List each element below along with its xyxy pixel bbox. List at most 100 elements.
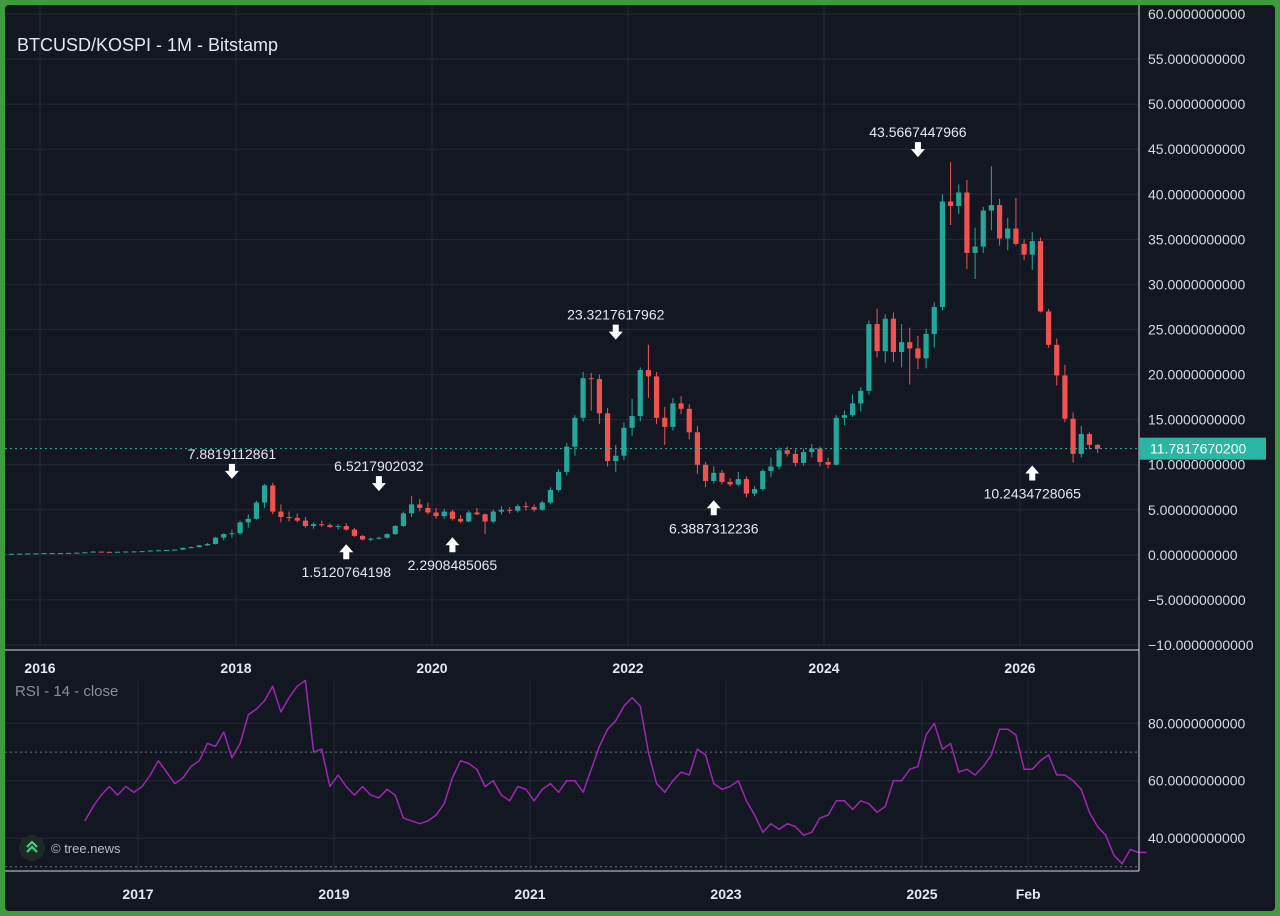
- up-arrow-icon: [445, 537, 460, 553]
- candle: [490, 511, 496, 522]
- candle: [531, 507, 537, 510]
- rsi-x-tick-label: Feb: [1016, 886, 1041, 902]
- rsi-y-tick-label: 40.0000000000: [1148, 830, 1246, 846]
- candle: [637, 370, 643, 417]
- rsi-x-tick-label: 2017: [122, 886, 153, 902]
- down-arrow-icon: [910, 142, 925, 158]
- candle: [343, 526, 349, 530]
- rsi-x-tick-label: 2023: [710, 886, 741, 902]
- candle: [196, 545, 202, 548]
- candle: [253, 502, 260, 519]
- high-marker: 23.3217617962: [567, 307, 665, 340]
- last-price-badge: [1139, 437, 1266, 460]
- candle: [286, 516, 292, 518]
- candle: [1054, 344, 1060, 376]
- candle: [1029, 241, 1035, 255]
- candle: [629, 416, 635, 428]
- candle: [555, 471, 562, 490]
- y-tick-label: 30.0000000000: [1148, 276, 1246, 292]
- up-arrow-icon: [1025, 465, 1040, 481]
- candle: [457, 518, 464, 522]
- candle: [25, 553, 31, 555]
- y-tick-label: 15.0000000000: [1148, 412, 1246, 428]
- y-tick-label: 25.0000000000: [1148, 322, 1246, 338]
- y-tick-label: 45.0000000000: [1148, 141, 1246, 157]
- chart-canvas[interactable]: 7.8819112861 1.5120764198 6.5217902032 2.29…: [5, 5, 1275, 911]
- candle: [482, 514, 488, 522]
- x-tick-label: 2016: [24, 660, 55, 676]
- candle: [359, 535, 366, 540]
- candle: [719, 472, 725, 482]
- rsi-series: [84, 679, 1147, 865]
- x-tick-label: 2022: [612, 660, 643, 676]
- candle: [131, 551, 137, 553]
- candle: [727, 481, 733, 485]
- candle: [65, 552, 72, 554]
- candle: [302, 520, 309, 527]
- candle: [792, 453, 799, 463]
- candle: [16, 553, 23, 555]
- y-tick-label: 40.0000000000: [1148, 186, 1246, 202]
- candle: [278, 511, 284, 517]
- rsi-x-tick-label: 2025: [906, 886, 937, 902]
- candle: [515, 506, 521, 511]
- candle: [809, 448, 815, 453]
- candle: [588, 378, 594, 380]
- candle: [1062, 375, 1068, 419]
- candle: [1094, 444, 1101, 449]
- candle: [384, 534, 390, 538]
- y-tick-label: −5.0000000000: [1148, 592, 1246, 608]
- rsi-x-tick-label: 2021: [514, 886, 545, 902]
- candle: [768, 466, 774, 472]
- low-marker: 2.2908485065: [408, 537, 498, 573]
- candle: [947, 201, 954, 207]
- annotation-label: 1.5120764198: [301, 564, 391, 580]
- candle: [155, 550, 162, 552]
- candle: [188, 547, 194, 549]
- high-marker: 6.5217902032: [334, 458, 424, 492]
- candle: [1013, 228, 1019, 244]
- candle: [139, 551, 145, 553]
- annotation-label: 6.3887312236: [669, 520, 759, 536]
- rsi-title: RSI - 14 - close: [15, 683, 119, 700]
- candle: [449, 511, 456, 519]
- candle: [8, 553, 15, 555]
- candle: [988, 205, 995, 211]
- candle: [114, 551, 121, 553]
- candle: [825, 462, 831, 465]
- candle: [613, 455, 619, 462]
- candle: [849, 403, 856, 416]
- candle: [939, 201, 946, 307]
- candle: [580, 378, 586, 418]
- x-tick-label: 2026: [1004, 660, 1035, 676]
- candle: [539, 502, 545, 510]
- candle: [327, 525, 333, 527]
- candle: [163, 549, 170, 551]
- y-tick-label: 5.0000000000: [1148, 502, 1238, 518]
- candle: [204, 544, 211, 546]
- candle: [49, 553, 55, 555]
- candle: [368, 538, 374, 540]
- candle: [694, 432, 701, 465]
- candle: [319, 524, 325, 526]
- annotation-label: 2.2908485065: [408, 557, 498, 573]
- low-marker: 1.5120764198: [301, 544, 391, 580]
- x-tick-label: 2018: [220, 660, 251, 676]
- candle: [964, 192, 970, 253]
- candle: [474, 512, 480, 515]
- candle: [743, 479, 750, 494]
- candle: [572, 417, 578, 447]
- candle: [441, 511, 447, 517]
- low-marker: 10.2434728065: [984, 465, 1081, 502]
- candle: [972, 246, 978, 253]
- candle: [466, 512, 472, 522]
- candle: [5, 553, 6, 555]
- candle: [874, 324, 880, 352]
- candle: [245, 518, 251, 523]
- candle: [760, 471, 766, 490]
- candle: [400, 513, 407, 527]
- candle: [670, 403, 676, 427]
- candle: [90, 551, 96, 553]
- candle: [82, 552, 88, 554]
- candle: [604, 413, 611, 462]
